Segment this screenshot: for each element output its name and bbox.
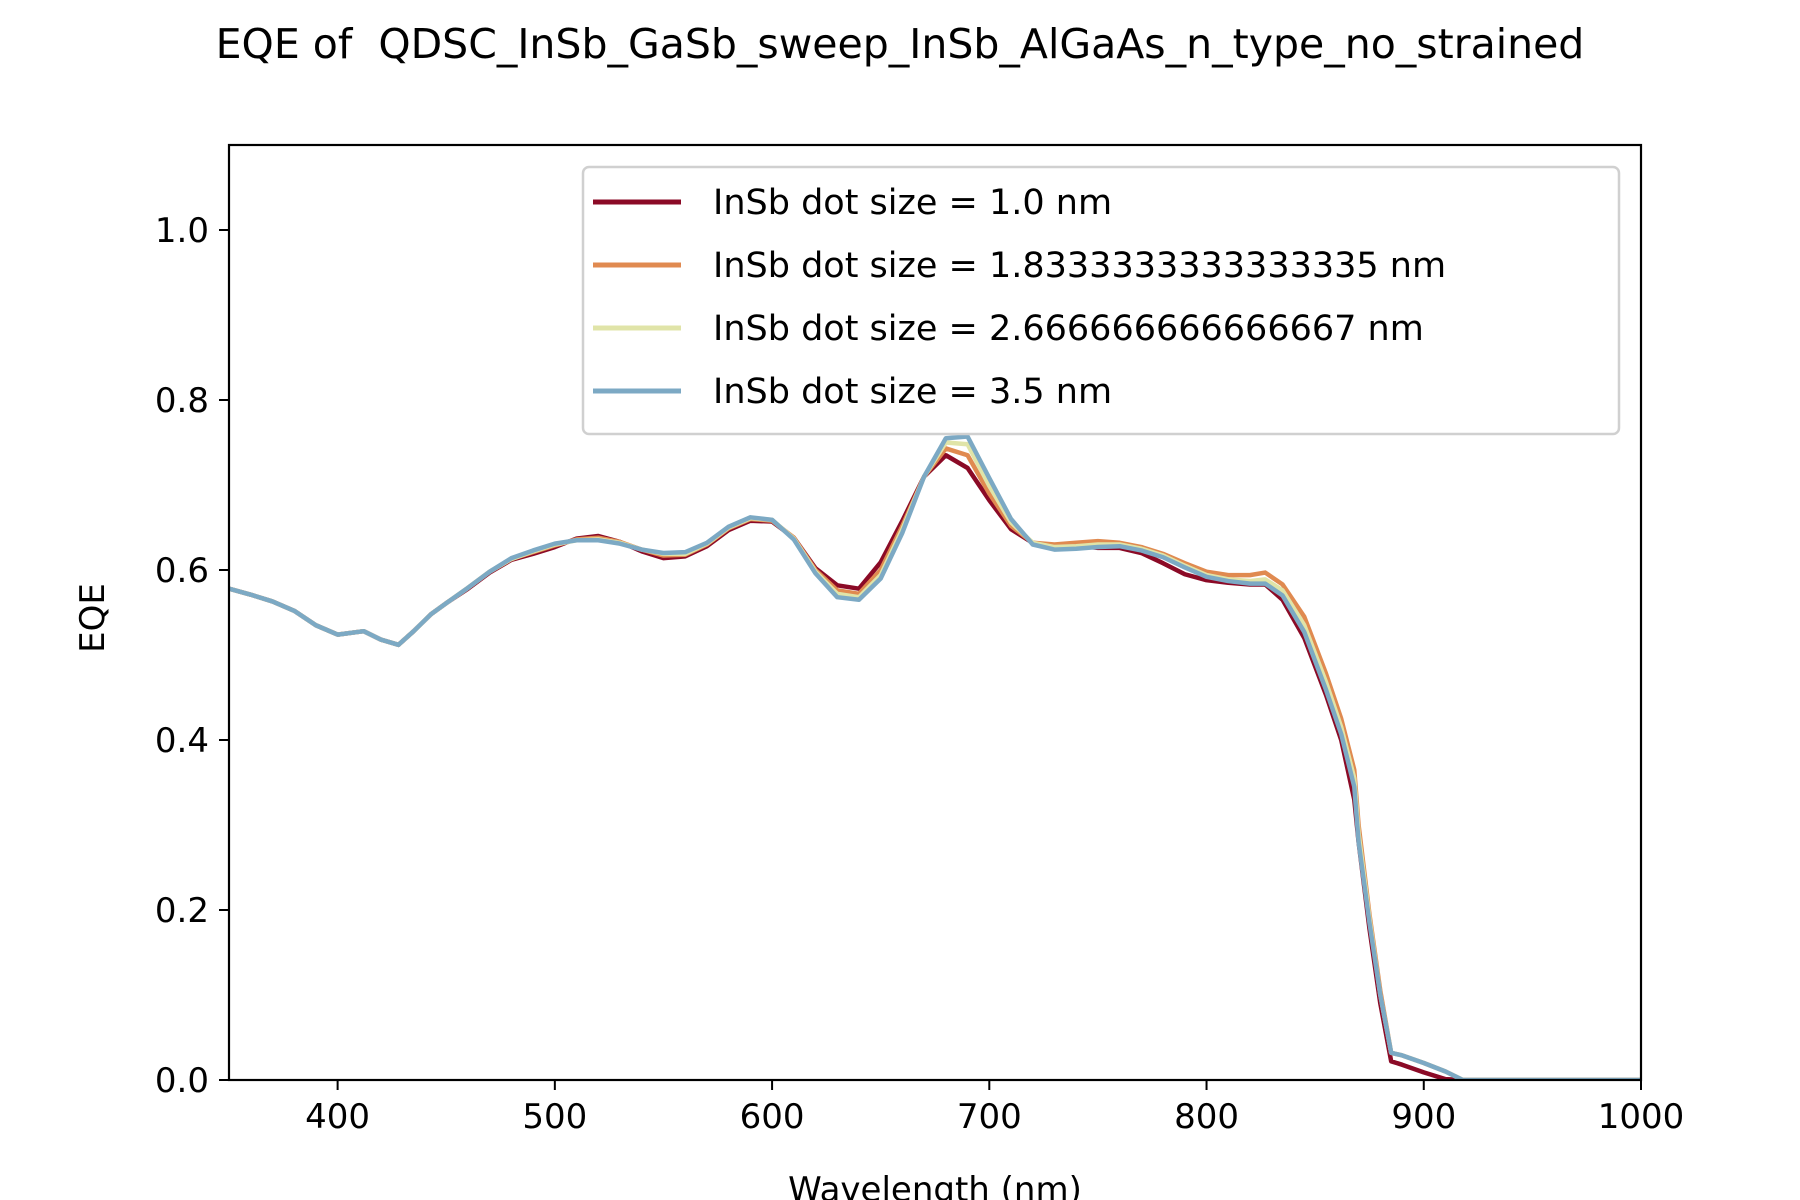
y-tick-label: 0.0 bbox=[155, 1061, 209, 1101]
series-layer bbox=[229, 434, 1641, 1080]
y-tick-label: 0.8 bbox=[155, 381, 209, 421]
x-tick-label: 700 bbox=[957, 1097, 1022, 1137]
legend-label-4: InSb dot size = 3.5 nm bbox=[713, 372, 1112, 412]
plot-frame bbox=[227, 143, 1643, 1082]
x-tick-label: 600 bbox=[740, 1097, 805, 1137]
x-tick-label: 1000 bbox=[1598, 1097, 1685, 1137]
legend-label-2: InSb dot size = 1.8333333333333335 nm bbox=[713, 246, 1446, 286]
series-line-2 bbox=[229, 446, 1641, 1080]
legend: InSb dot size = 1.0 nm InSb dot size = 1.… bbox=[581, 165, 1621, 436]
x-axis: 400 500 600 700 800 900 1000 bbox=[305, 1080, 1684, 1137]
x-tick-label: 800 bbox=[1174, 1097, 1239, 1137]
plot-area: 400 500 600 700 800 900 1000 0.0 0.2 0.4 0.6 0.8 1.… bbox=[155, 143, 1684, 1137]
x-axis-title: Wavelength (nm) bbox=[788, 1170, 1082, 1200]
x-tick-label: 900 bbox=[1391, 1097, 1456, 1137]
chart-title: EQE of QDSC_InSb_GaSb_sweep_InSb_AlGaAs_… bbox=[216, 20, 1585, 68]
legend-box bbox=[581, 165, 1621, 436]
y-axis: 0.0 0.2 0.4 0.6 0.8 1.0 bbox=[155, 211, 229, 1101]
series-line-4 bbox=[229, 434, 1641, 1080]
y-axis-title: EQE bbox=[73, 583, 113, 653]
y-tick-label: 0.4 bbox=[155, 721, 209, 761]
y-tick-label: 0.2 bbox=[155, 891, 209, 931]
legend-label-1: InSb dot size = 1.0 nm bbox=[713, 183, 1112, 223]
series-line-1 bbox=[229, 453, 1641, 1080]
series-line-3 bbox=[229, 440, 1641, 1080]
y-tick-label: 1.0 bbox=[155, 211, 209, 251]
legend-items: InSb dot size = 1.0 nm InSb dot size = 1.… bbox=[593, 183, 1446, 412]
x-tick-label: 400 bbox=[305, 1097, 370, 1137]
x-tick-label: 500 bbox=[522, 1097, 587, 1137]
legend-label-3: InSb dot size = 2.666666666666667 nm bbox=[713, 309, 1424, 349]
y-tick-label: 0.6 bbox=[155, 551, 209, 591]
